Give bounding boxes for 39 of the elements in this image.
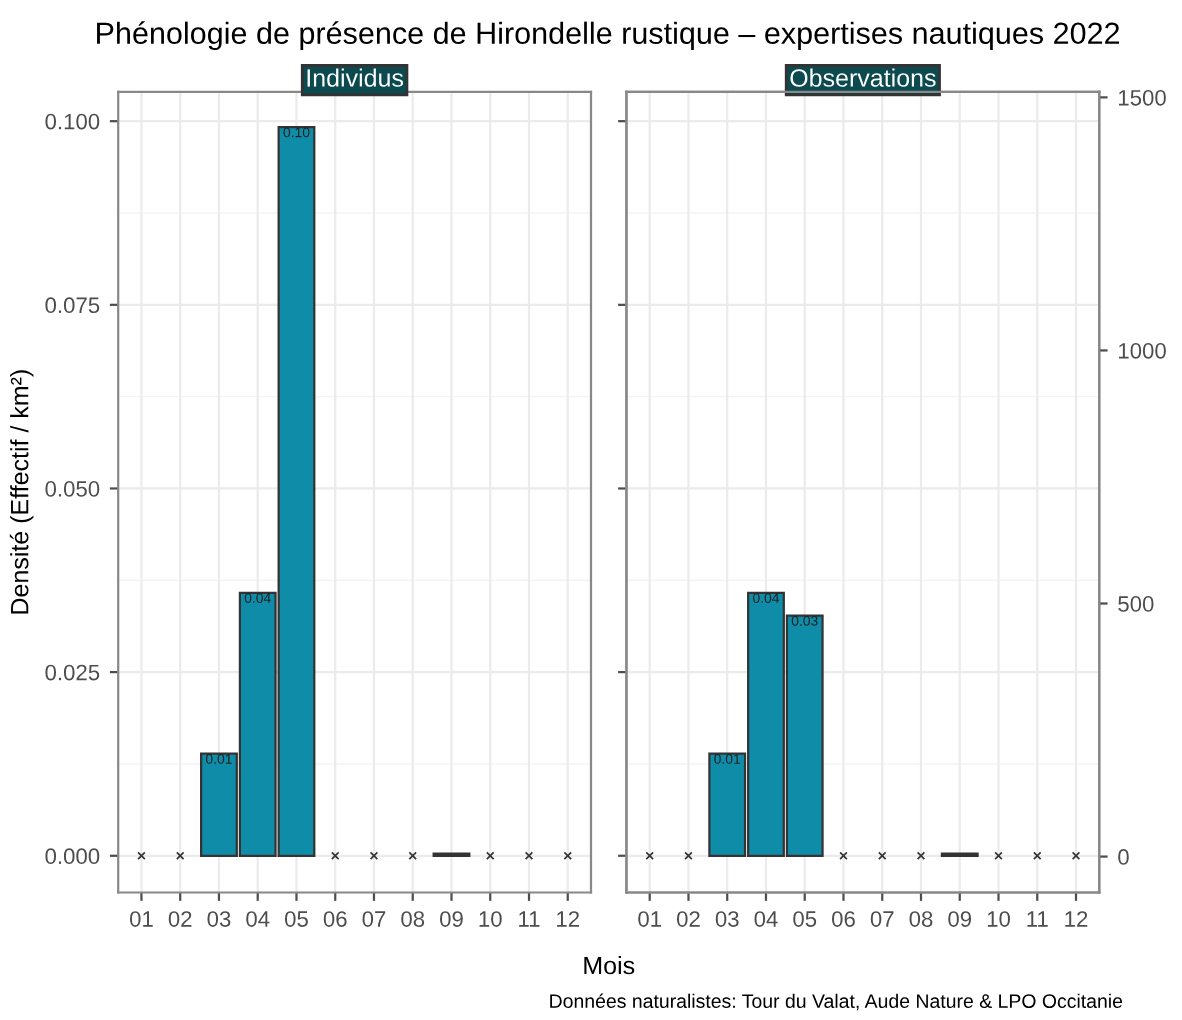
y2-tick-label: 500 <box>1118 596 1154 612</box>
y-tick-label: 0.100 <box>45 113 100 130</box>
x-tick-label: 05 <box>793 911 817 927</box>
x-tick-label: 11 <box>519 911 540 927</box>
y-axis-title: Densité (Effectif / km²) <box>9 370 34 614</box>
x-tick-label: 08 <box>401 911 425 927</box>
x-tick-label: 12 <box>1065 911 1088 927</box>
x-tick-label: 06 <box>831 911 855 927</box>
chart-subtitle: Individus <box>307 68 404 87</box>
x-tick-label: 08 <box>909 911 933 927</box>
x-tick-label: 07 <box>870 911 894 927</box>
x-tick-label: 01 <box>638 911 661 927</box>
chart-title: Phénologie de présence de Hirondelle rustique – expertises nautiques 2022 <box>97 21 1120 51</box>
y-tick-label: 0.000 <box>45 848 100 865</box>
x-tick-label: 04 <box>246 911 270 927</box>
x-tick-label: 03 <box>207 911 231 927</box>
x-tick-label: 07 <box>362 911 386 927</box>
text: Données naturalistes: Tour du Valat, Aude Nature & LPO Occitanie <box>550 993 1123 1011</box>
x-axis-title: Mois <box>584 955 635 975</box>
x-tick-label: 02 <box>168 911 192 927</box>
x-tick-label: 10 <box>987 911 1010 927</box>
x-tick-label: 05 <box>284 911 308 927</box>
x-tick-label: 10 <box>479 911 502 927</box>
y-tick-label: 0.050 <box>45 481 100 497</box>
x-tick-label: 03 <box>715 911 739 927</box>
y-tick-label: 0.025 <box>45 664 100 681</box>
x-tick-label: 09 <box>948 911 972 927</box>
x-tick-label: 01 <box>129 911 153 927</box>
y2-tick-label: 1000 <box>1119 342 1166 359</box>
y-tick-label: 0.075 <box>45 297 100 314</box>
x-tick-label: 06 <box>323 911 347 927</box>
x-tick-label: 12 <box>557 911 579 927</box>
y2-tick-label: 1500 <box>1119 89 1166 106</box>
x-tick-label: 11 <box>1027 911 1048 927</box>
y2-tick-label: 0 <box>1118 849 1129 865</box>
x-tick-label: 04 <box>754 911 778 927</box>
x-tick-label: 09 <box>440 911 463 927</box>
chart-subtitle: Observations <box>790 68 936 87</box>
x-tick-label: 02 <box>676 911 700 927</box>
